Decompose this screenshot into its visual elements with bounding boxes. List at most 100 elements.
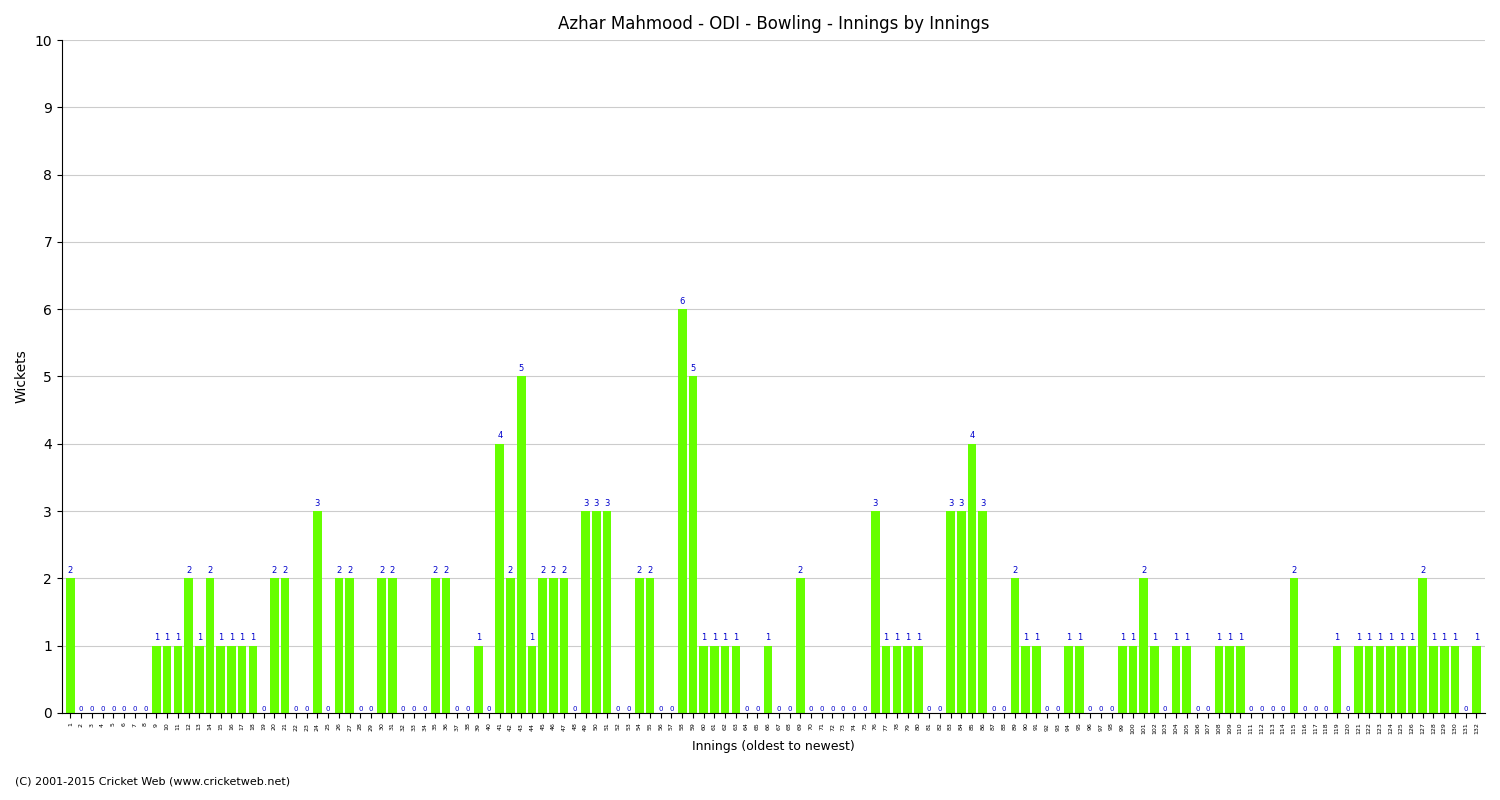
Bar [678,310,687,713]
Text: 0: 0 [261,706,266,711]
Text: 0: 0 [754,706,759,711]
Text: 2: 2 [444,566,448,575]
Text: 0: 0 [1002,706,1007,711]
Text: 2: 2 [380,566,384,575]
Bar [946,511,956,713]
Bar [1376,646,1384,713]
Bar [892,646,902,713]
Text: 0: 0 [111,706,116,711]
Text: 0: 0 [358,706,363,711]
Bar [388,578,396,713]
Text: 1: 1 [1023,634,1029,642]
Bar [710,646,718,713]
Text: 1: 1 [1034,634,1040,642]
Bar [764,646,772,713]
Text: 1: 1 [712,634,717,642]
Bar [603,511,612,713]
Bar [442,578,450,713]
Text: 2: 2 [282,566,288,575]
Text: 2: 2 [207,566,213,575]
Text: 1: 1 [1474,634,1479,642]
Text: 0: 0 [1162,706,1167,711]
Bar [249,646,256,713]
Bar [1118,646,1126,713]
Text: 1: 1 [1356,634,1360,642]
Bar [549,578,558,713]
Bar [1450,646,1460,713]
Text: 0: 0 [326,706,330,711]
Bar [592,511,600,713]
Text: 2: 2 [68,566,74,575]
Text: 0: 0 [862,706,867,711]
Text: 3: 3 [980,498,986,508]
X-axis label: Innings (oldest to newest): Innings (oldest to newest) [692,740,855,753]
Text: 0: 0 [777,706,782,711]
Text: 0: 0 [294,706,298,711]
Text: 4: 4 [969,431,975,440]
Text: 0: 0 [304,706,309,711]
Bar [334,578,344,713]
Text: 3: 3 [584,498,588,508]
Bar [1386,646,1395,713]
Bar [903,646,912,713]
Bar [1140,578,1148,713]
Y-axis label: Wickets: Wickets [15,350,28,403]
Bar [1076,646,1083,713]
Text: 1: 1 [1377,634,1383,642]
Bar [270,578,279,713]
Bar [1430,646,1438,713]
Bar [528,646,537,713]
Bar [978,511,987,713]
Text: 1: 1 [240,634,244,642]
Text: 0: 0 [938,706,942,711]
Text: 0: 0 [1270,706,1275,711]
Text: 1: 1 [700,634,706,642]
Bar [1128,646,1137,713]
Bar [430,578,439,713]
Text: 2: 2 [561,566,567,575]
Text: 1: 1 [165,634,170,642]
Text: 1: 1 [894,634,900,642]
Text: 0: 0 [1312,706,1317,711]
Text: 0: 0 [927,706,932,711]
Text: 0: 0 [1464,706,1468,711]
Text: 0: 0 [465,706,470,711]
Bar [1407,646,1416,713]
Bar [164,646,171,713]
Text: 1: 1 [230,634,234,642]
Bar [968,444,976,713]
Text: 1: 1 [1431,634,1436,642]
Bar [1226,646,1234,713]
Text: 0: 0 [400,706,405,711]
Bar [280,578,290,713]
Text: 0: 0 [1302,706,1306,711]
Bar [882,646,891,713]
Text: 0: 0 [808,706,813,711]
Bar [560,578,568,713]
Bar [226,646,236,713]
Bar [1290,578,1299,713]
Text: 1: 1 [1066,634,1071,642]
Text: 2: 2 [1142,566,1146,575]
Bar [216,646,225,713]
Text: 3: 3 [873,498,877,508]
Text: 2: 2 [186,566,190,575]
Text: 0: 0 [1206,706,1210,711]
Bar [495,444,504,713]
Bar [518,377,525,713]
Text: 0: 0 [132,706,136,711]
Text: 6: 6 [680,297,686,306]
Bar [345,578,354,713]
Text: 1: 1 [1077,634,1082,642]
Bar [645,578,654,713]
Bar [1150,646,1158,713]
Text: 1: 1 [196,634,202,642]
Bar [582,511,590,713]
Text: 1: 1 [1366,634,1371,642]
Text: 1: 1 [1173,634,1179,642]
Text: 0: 0 [1260,706,1264,711]
Text: 1: 1 [1238,634,1244,642]
Bar [152,646,160,713]
Bar [1365,646,1374,713]
Text: 3: 3 [958,498,964,508]
